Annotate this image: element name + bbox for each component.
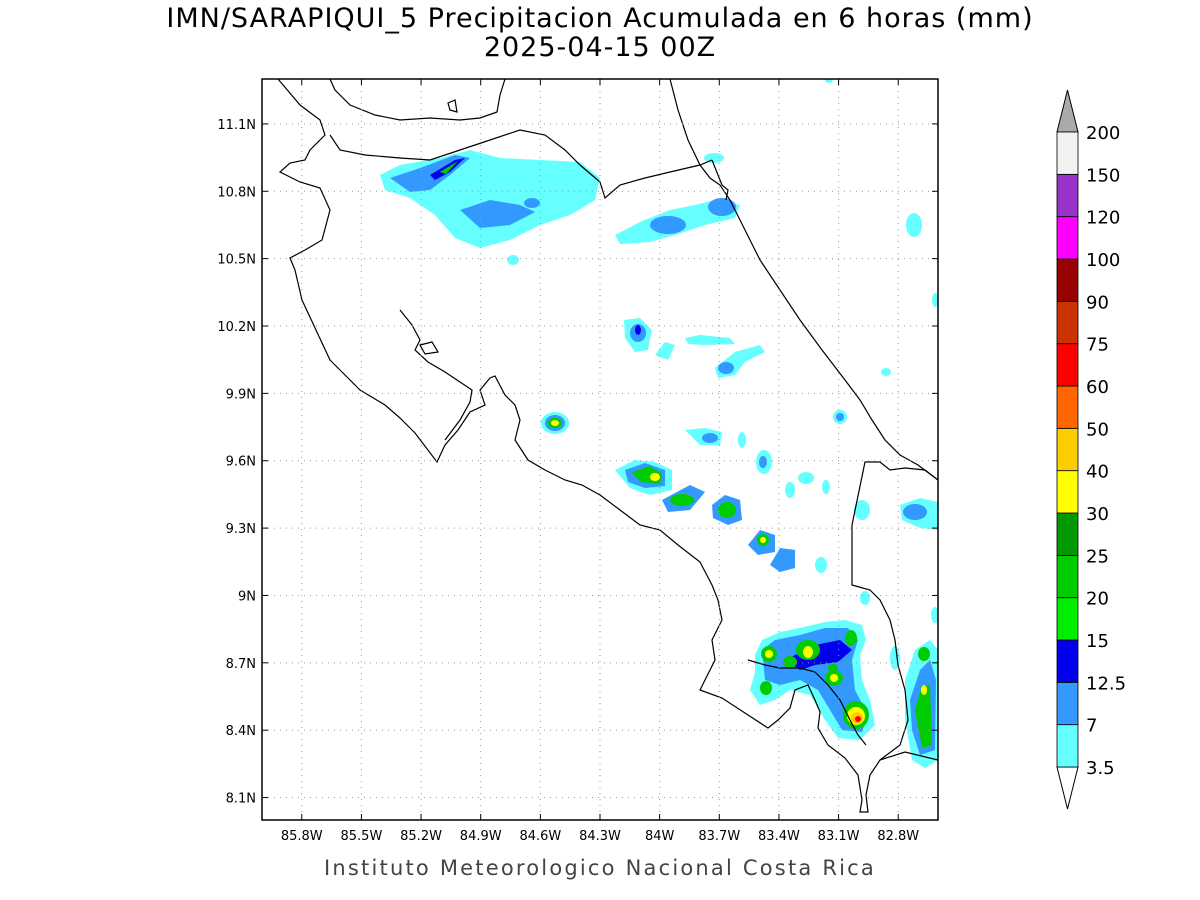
colorbar-level-label: 15 [1086, 631, 1109, 652]
lat-tick-label: 11.1N [217, 118, 256, 133]
lat-tick-label: 10.2N [217, 320, 256, 335]
lon-tick-label: 83.7W [698, 829, 740, 844]
colorbar-swatch [1056, 216, 1079, 260]
colorbar-swatch [1056, 385, 1079, 429]
colorbar-level-label: 50 [1086, 419, 1109, 440]
colorbar-under-arrow [1056, 766, 1079, 810]
precip-cell [750, 591, 900, 740]
coastline [277, 79, 938, 813]
colorbar-swatch [1056, 597, 1079, 641]
lat-tick-label: 10.5N [217, 253, 256, 268]
colorbar-level-label: 100 [1086, 250, 1120, 271]
lon-tick-label: 83.1W [818, 829, 860, 844]
colorbar-level-label: 25 [1086, 546, 1109, 567]
lat-tick-label: 10.8N [217, 185, 256, 200]
map-subtitle-date: 2025-04-15 00Z [483, 32, 717, 63]
precip-cell [541, 412, 569, 434]
lat-tick-label: 9N [238, 589, 256, 604]
lon-tick-label: 84.9W [460, 829, 502, 844]
precip-cell [380, 150, 600, 248]
colorbar-level-label: 90 [1086, 292, 1109, 313]
colorbar-swatch [1056, 512, 1079, 556]
precip-cell [507, 153, 922, 265]
lat-tick-label: 9.6N [226, 455, 256, 470]
colorbar-swatch [1056, 427, 1079, 472]
lat-tick-label: 9.3N [226, 522, 256, 537]
colorbar-level-label: 20 [1086, 589, 1109, 610]
colorbar-swatch [1056, 554, 1079, 599]
colorbar-swatch [1056, 131, 1079, 175]
precip-cell [825, 79, 938, 768]
colorbar-swatch [1056, 470, 1079, 514]
colorbar-level-label: 3.5 [1086, 758, 1115, 779]
colorbar-swatch [1056, 300, 1079, 345]
lon-tick-label: 85.5W [341, 829, 383, 844]
lon-tick-label: 85.2W [400, 829, 442, 844]
map-title: IMN/SARAPIQUI_5 Precipitacion Acumulada … [166, 3, 1034, 34]
colorbar-over-arrow [1056, 89, 1079, 133]
lon-tick-label: 84.6W [519, 829, 561, 844]
lon-tick-label: 84.3W [579, 829, 621, 844]
lat-tick-label: 8.1N [226, 792, 256, 807]
colorbar-level-label: 60 [1086, 377, 1109, 398]
colorbar-level-label: 30 [1086, 504, 1109, 525]
lon-tick-label: 82.8W [877, 829, 919, 844]
precip-cell [615, 410, 938, 573]
colorbar-swatch [1056, 258, 1079, 302]
lat-tick-label: 8.7N [226, 657, 256, 672]
colorbar-level-label: 40 [1086, 462, 1109, 483]
footer-credit: Instituto Meteorologico Nacional Costa R… [324, 856, 876, 880]
lat-tick-label: 9.9N [226, 387, 256, 402]
precip-cell [624, 318, 891, 378]
lat-tick-label: 8.4N [226, 724, 256, 739]
colorbar-swatch [1056, 639, 1079, 683]
colorbar-swatch [1056, 173, 1079, 218]
lon-tick-label: 83.4W [758, 829, 800, 844]
colorbar-level-label: 75 [1086, 335, 1109, 356]
precipitation-field [380, 79, 938, 768]
axis-ticks: 11.1N 10.8N 10.5N 10.2N 9.9N 9.6N 9.3N 9N 8.7N 8.… [217, 79, 938, 844]
colorbar-level-label: 150 [1086, 165, 1120, 186]
colorbar-level-label: 7 [1086, 716, 1097, 737]
colorbar-swatch [1056, 343, 1079, 387]
colorbar-level-label: 120 [1086, 208, 1120, 229]
lon-tick-label: 85.8W [281, 829, 323, 844]
lon-tick-label: 84W [645, 829, 675, 844]
colorbar-level-label: 12.5 [1086, 673, 1126, 694]
colorbar-swatch [1056, 681, 1079, 726]
colorbar-level-label: 200 [1086, 123, 1120, 144]
colorbar: 3.5 7 12.5 15 20 25 30 40 50 60 75 90 100 120 150 200 [1056, 89, 1126, 810]
colorbar-swatch [1056, 724, 1079, 768]
